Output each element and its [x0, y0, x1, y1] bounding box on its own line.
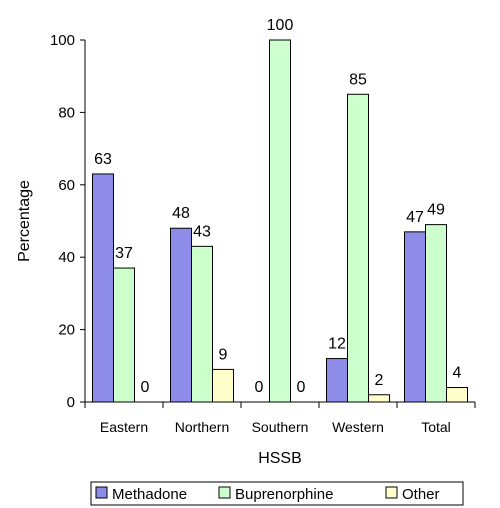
data-label-other-total: 4 [453, 365, 462, 382]
x-tick-label-northern: Northern [175, 419, 229, 435]
x-tick-label-eastern: Eastern [100, 419, 148, 435]
data-label-other-western: 2 [375, 372, 384, 389]
data-label-other-northern: 9 [219, 346, 228, 363]
legend-frame [90, 481, 464, 506]
legend-label-methadone: Methadone [112, 486, 187, 503]
y-axis-title: Percentage [16, 180, 33, 262]
legend-swatch-buprenorphine [218, 486, 231, 499]
data-label-methadone-southern: 0 [255, 379, 264, 396]
data-label-methadone-eastern: 63 [94, 151, 112, 168]
data-label-buprenorphine-southern: 100 [267, 17, 294, 34]
data-label-methadone-northern: 48 [172, 205, 190, 222]
bar-other-total [446, 387, 468, 403]
legend-swatch-other [385, 486, 398, 499]
legend-label-other: Other [402, 486, 440, 503]
y-tick-label: 20 [58, 322, 75, 339]
x-ticks-layer: Eastern Northern Southern Western Total [84, 402, 476, 435]
data-label-buprenorphine-eastern: 37 [115, 245, 133, 262]
data-label-methadone-western: 12 [328, 336, 346, 353]
bar-other-northern [212, 368, 234, 403]
x-tick-label-western: Western [332, 419, 384, 435]
bar-methadone-eastern [92, 173, 114, 403]
data-label-other-eastern: 0 [141, 379, 150, 396]
x-tick-label-southern: Southern [252, 419, 309, 435]
data-label-other-southern: 0 [297, 379, 306, 396]
bar-buprenorphine-western [347, 93, 369, 403]
bar-methadone-northern [170, 227, 192, 403]
bar-buprenorphine-eastern [113, 267, 135, 403]
bar-buprenorphine-total [425, 224, 447, 403]
legend: Methadone Buprenorphine Other [90, 481, 464, 506]
y-tick-label: 0 [67, 394, 75, 411]
x-tick-label-total: Total [421, 419, 451, 435]
x-axis-title: HSSB [258, 450, 302, 467]
legend-label-buprenorphine: Buprenorphine [235, 486, 333, 503]
data-label-methadone-total: 47 [406, 209, 424, 226]
y-tick-label: 40 [58, 249, 75, 266]
y-ticks-layer: 0 20 40 60 80 100 [50, 32, 85, 411]
legend-swatch-methadone [95, 486, 108, 499]
y-tick-label: 60 [58, 177, 75, 194]
y-tick-label: 100 [50, 32, 75, 49]
data-label-buprenorphine-total: 49 [427, 202, 445, 219]
y-tick-label: 80 [58, 104, 75, 121]
data-label-buprenorphine-western: 85 [349, 71, 367, 88]
bars-layer [92, 39, 468, 403]
data-label-buprenorphine-northern: 43 [193, 223, 211, 240]
bar-methadone-total [404, 231, 426, 403]
bar-buprenorphine-southern [269, 39, 291, 403]
bar-methadone-western [326, 358, 348, 403]
bar-buprenorphine-northern [191, 245, 213, 403]
legend-items: Methadone Buprenorphine Other [95, 486, 440, 503]
bar-other-western [368, 394, 390, 403]
